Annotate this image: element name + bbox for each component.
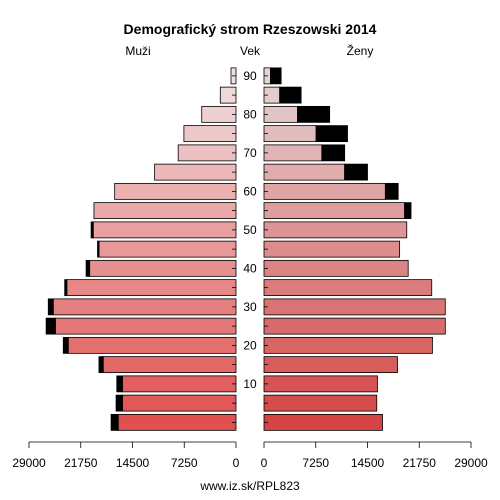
age-label-10: 10 — [243, 377, 257, 391]
x-tick-label-right-29000: 29000 — [454, 456, 488, 470]
age-label-70: 70 — [243, 146, 257, 160]
male-excess-5-9 — [115, 394, 123, 412]
male-bar-5-9 — [122, 394, 237, 412]
female-bar-45-49 — [263, 240, 401, 258]
male-bar-45-49 — [98, 240, 237, 258]
left-header: Muži — [125, 44, 150, 58]
female-excess-85-89 — [279, 86, 302, 104]
female-bar-5-9 — [263, 394, 378, 412]
female-bar-10-14 — [263, 375, 378, 393]
x-tick-label-left-14500: 14500 — [116, 456, 150, 470]
male-excess-15-19 — [98, 356, 104, 374]
male-bar-70-74 — [177, 144, 237, 162]
male-bar-15-19 — [102, 356, 237, 374]
female-bar-35-39 — [263, 279, 433, 297]
x-axis: 0 0 7250 7250 14500 14500 21750 21750 29000 29000 — [12, 441, 488, 470]
female-excess-70-74 — [321, 144, 346, 162]
male-bar-35-39 — [66, 279, 237, 297]
female-bar-20-24 — [263, 336, 433, 354]
age-label-20: 20 — [243, 338, 257, 352]
age-label-60: 60 — [243, 184, 257, 198]
male-excess-10-14 — [116, 375, 123, 393]
female-bar-80-84 — [263, 105, 298, 123]
x-tick-label-right-7250: 7250 — [302, 456, 329, 470]
x-tick-label-right-0: 0 — [261, 456, 268, 470]
female-bars — [263, 67, 446, 431]
age-label-30: 30 — [243, 300, 257, 314]
x-tick-label-left-29000: 29000 — [12, 456, 46, 470]
male-bar-30-34 — [52, 298, 237, 316]
chart-title: Demografický strom Rzeszowski 2014 — [124, 21, 377, 37]
x-tick-label-left-7250: 7250 — [171, 456, 198, 470]
female-excess-55-59 — [404, 202, 412, 220]
male-excess-45-49 — [97, 240, 100, 258]
male-bar-50-54 — [92, 221, 237, 239]
female-excess-80-84 — [297, 105, 331, 123]
male-excess-0-4 — [110, 413, 119, 431]
female-bar-0-4 — [263, 413, 383, 431]
right-header: Ženy — [347, 43, 374, 58]
female-bar-65-69 — [263, 163, 346, 181]
female-excess-75-79 — [315, 125, 348, 143]
footer-link[interactable]: www.iz.sk/RPL823 — [199, 479, 300, 493]
age-label-80: 80 — [243, 107, 257, 121]
male-bar-20-24 — [67, 336, 237, 354]
age-label-90: 90 — [243, 69, 257, 83]
male-bar-55-59 — [93, 202, 237, 220]
female-excess-90+ — [270, 67, 282, 85]
male-bar-60-64 — [114, 182, 237, 200]
female-bar-60-64 — [263, 182, 386, 200]
male-bar-75-79 — [183, 125, 237, 143]
female-bar-30-34 — [263, 298, 446, 316]
male-bar-10-14 — [122, 375, 237, 393]
male-bar-40-44 — [89, 259, 237, 277]
male-excess-30-34 — [47, 298, 54, 316]
male-excess-35-39 — [64, 279, 68, 297]
male-excess-20-24 — [62, 336, 69, 354]
female-bar-25-29 — [263, 317, 446, 335]
female-bar-15-19 — [263, 356, 398, 374]
female-bar-75-79 — [263, 125, 317, 143]
female-bar-55-59 — [263, 202, 406, 220]
x-tick-label-left-0: 0 — [233, 456, 240, 470]
age-axis: 10 20 30 40 50 60 70 80 90 — [232, 69, 268, 423]
female-excess-65-69 — [344, 163, 368, 181]
x-tick-label-left-21750: 21750 — [64, 456, 98, 470]
female-bar-50-54 — [263, 221, 408, 239]
male-bar-65-69 — [154, 163, 237, 181]
male-excess-40-44 — [85, 259, 91, 277]
male-bar-25-29 — [55, 317, 237, 335]
female-bar-40-44 — [263, 259, 409, 277]
x-tick-label-right-14500: 14500 — [351, 456, 385, 470]
age-label-50: 50 — [243, 223, 257, 237]
female-excess-60-64 — [384, 182, 399, 200]
male-excess-50-54 — [90, 221, 94, 239]
female-bar-70-74 — [263, 144, 323, 162]
age-label-40: 40 — [243, 261, 257, 275]
male-bars — [45, 67, 237, 431]
center-header: Vek — [240, 44, 261, 58]
x-tick-label-right-21750: 21750 — [403, 456, 437, 470]
male-bar-0-4 — [117, 413, 237, 431]
male-bar-80-84 — [201, 105, 237, 123]
male-excess-25-29 — [45, 317, 56, 335]
